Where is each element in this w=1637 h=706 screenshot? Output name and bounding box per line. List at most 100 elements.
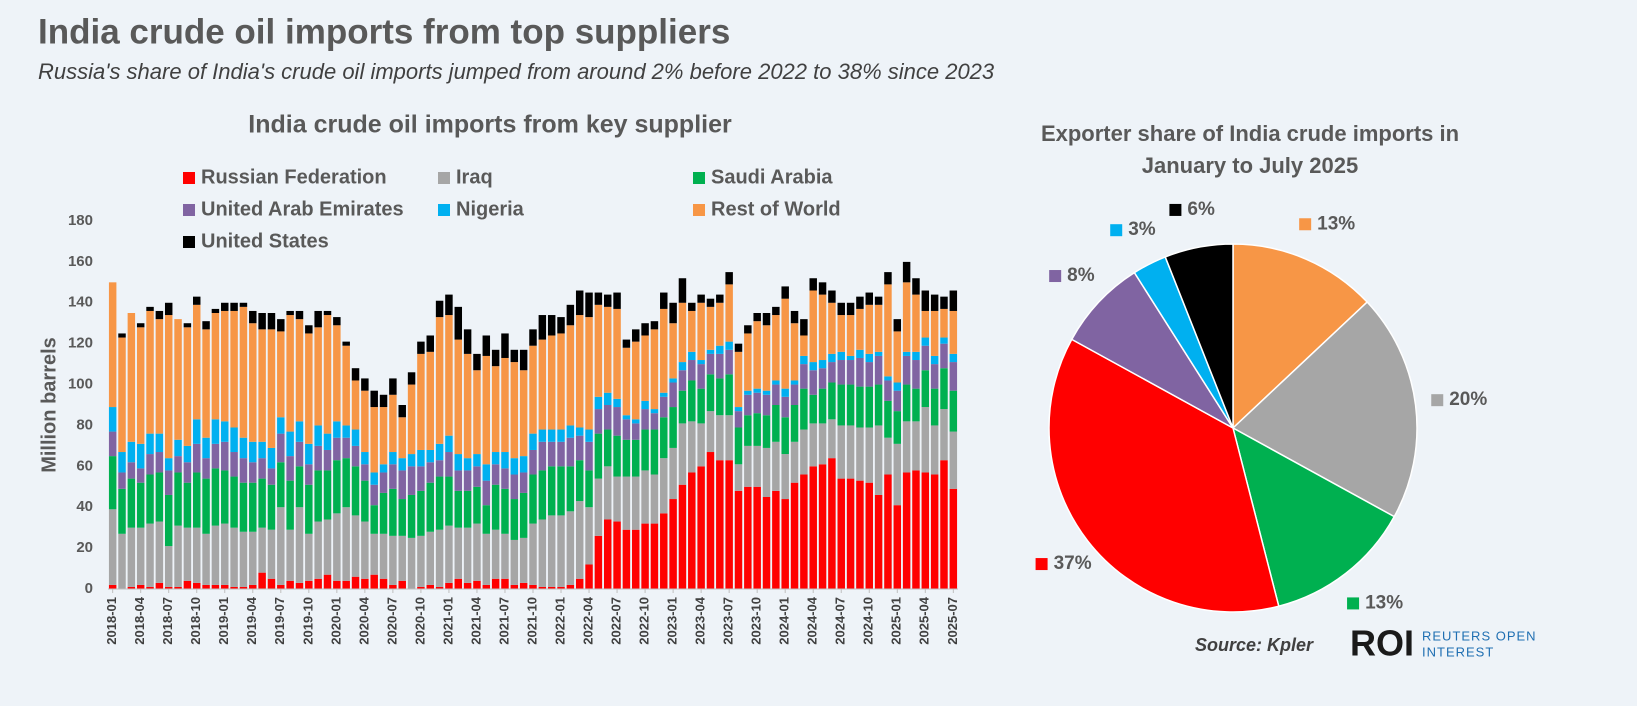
- bar-segment: [641, 400, 649, 410]
- bar-segment: [688, 380, 696, 422]
- bar-segment: [435, 300, 444, 318]
- bar-segment: [277, 507, 285, 585]
- bar-segment: [426, 462, 434, 483]
- bar-segment: [249, 482, 257, 532]
- bar-segment: [781, 388, 789, 397]
- pie-slice: [1164, 243, 1234, 429]
- bar-segment: [594, 396, 603, 410]
- bar-segment: [435, 476, 444, 530]
- bar-segment: [650, 409, 659, 414]
- bar-segment: [118, 533, 126, 589]
- bar-segment: [538, 470, 547, 520]
- bar-segment: [753, 445, 761, 487]
- bar-segment: [118, 452, 126, 473]
- pie-label-swatch: [1299, 218, 1312, 231]
- bar-segment: [155, 582, 164, 589]
- bar-segment: [641, 335, 649, 401]
- x-tick-label: 2018-04: [132, 596, 147, 644]
- bar-segment: [930, 474, 939, 589]
- bar-segment: [678, 390, 687, 424]
- bar-segment: [828, 290, 836, 303]
- bar-segment: [585, 292, 593, 318]
- bar-segment: [884, 474, 892, 589]
- x-tick-label: 2021-10: [524, 597, 539, 645]
- bar-segment: [379, 472, 388, 493]
- bar-segment: [856, 480, 864, 589]
- bar-segment: [463, 490, 472, 528]
- bar-segment: [342, 341, 350, 346]
- bar-segment: [902, 351, 911, 356]
- bar-segment: [641, 429, 649, 471]
- bar-segment: [333, 325, 341, 422]
- bar-segment: [688, 472, 696, 589]
- bar-segment: [893, 505, 902, 589]
- bar-segment: [874, 355, 883, 385]
- bar-segment: [538, 441, 547, 471]
- bar-segment: [884, 284, 892, 377]
- bar-segment: [547, 515, 556, 587]
- bar-segment: [202, 321, 210, 330]
- x-tick-label: 2024-07: [833, 597, 848, 645]
- x-tick-label: 2022-04: [580, 596, 595, 644]
- bar-segment: [949, 353, 958, 363]
- x-tick-label: 2019-01: [216, 597, 231, 645]
- bar-segment: [632, 439, 640, 477]
- bar-segment: [314, 445, 322, 471]
- bar-segment: [323, 574, 332, 589]
- bar-segment: [454, 470, 463, 491]
- bar-segment: [772, 315, 780, 381]
- bar-segment: [716, 353, 724, 379]
- bar-segment: [557, 466, 565, 516]
- bar-segment: [501, 452, 509, 469]
- bar-segment: [379, 578, 388, 589]
- bar-segment: [211, 419, 220, 444]
- bar-segment: [417, 341, 425, 354]
- bar-segment: [930, 310, 939, 356]
- x-tick-label: 2024-01: [777, 597, 792, 645]
- bar-segment: [454, 454, 463, 471]
- bar-segment: [445, 435, 453, 453]
- bar-segment: [221, 584, 229, 589]
- bar-segment: [781, 417, 789, 455]
- bar-segment: [491, 529, 500, 579]
- bar-segment: [697, 388, 705, 424]
- bar-segment: [641, 409, 649, 430]
- pie-label-swatch: [1347, 597, 1360, 610]
- bar-segment: [632, 329, 640, 342]
- bar-segment: [753, 413, 761, 446]
- bar-segment: [940, 337, 948, 344]
- bar-segment: [800, 388, 808, 430]
- pie-slice: [1232, 243, 1369, 430]
- bar-segment: [734, 407, 743, 412]
- bar-segment: [613, 407, 621, 436]
- bar-segment: [949, 290, 958, 311]
- bar-segment: [585, 564, 593, 589]
- bar-segment: [660, 396, 668, 418]
- bar-segment: [183, 323, 192, 328]
- bar-segment: [688, 421, 696, 473]
- y-tick-label: 0: [85, 580, 93, 597]
- pie-label: 13%: [1365, 592, 1403, 613]
- bar-segment: [136, 527, 145, 585]
- bar-segment: [463, 329, 472, 354]
- bar-segment: [473, 523, 481, 581]
- bar-segment: [865, 292, 873, 305]
- bar-segment: [174, 456, 182, 473]
- bar-segment: [678, 370, 687, 391]
- bar-segment: [361, 464, 369, 481]
- x-tick-label: 2022-10: [637, 597, 652, 645]
- bar-segment: [314, 310, 322, 328]
- bar-segment: [164, 546, 173, 587]
- bar-segment: [632, 476, 640, 530]
- bar-segment: [613, 521, 621, 589]
- legend-swatch: [183, 172, 195, 184]
- bar-segment: [230, 302, 238, 311]
- bar-segment: [613, 292, 621, 309]
- bar-segment: [837, 315, 845, 352]
- bar-segment: [930, 388, 939, 426]
- bar-segment: [174, 525, 182, 587]
- pie-label: 37%: [1054, 553, 1092, 574]
- bar-segment: [613, 435, 621, 477]
- bar-segment: [940, 296, 948, 309]
- bar-segment: [697, 294, 705, 303]
